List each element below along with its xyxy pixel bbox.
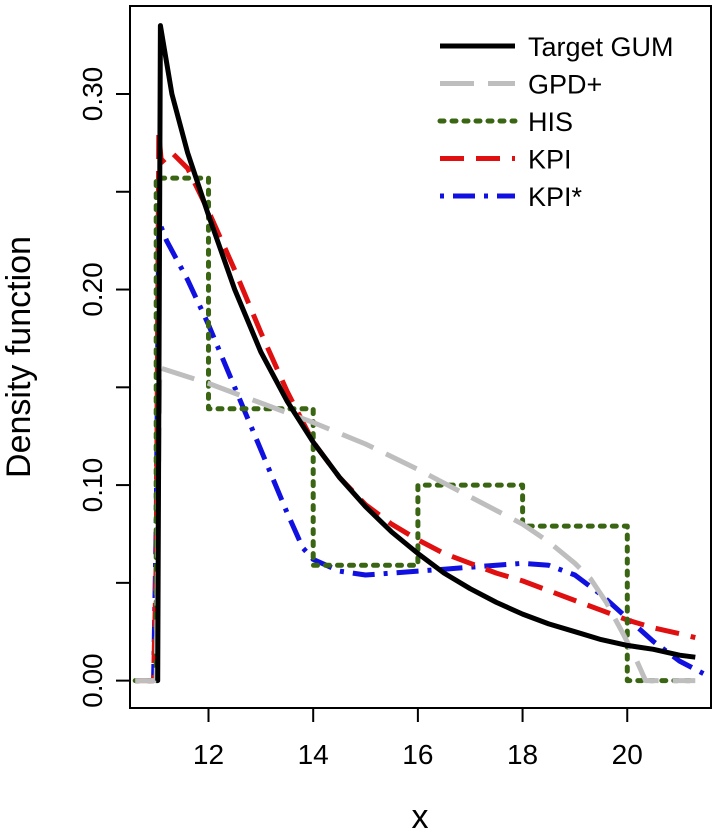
series-line-his — [132, 175, 698, 684]
legend-label: HIS — [528, 107, 573, 137]
y-tick-label: 0.00 — [77, 653, 108, 708]
series-line-target-gum — [155, 23, 696, 684]
x-tick-label: 16 — [402, 739, 433, 770]
x-tick-label: 12 — [193, 739, 224, 770]
x-axis: 12 14 16 18 20 — [193, 707, 643, 770]
legend-label: Target GUM — [528, 32, 674, 62]
legend-label: GPD+ — [528, 70, 602, 100]
legend-label: KPI* — [528, 182, 583, 212]
y-axis: 0.00 0.10 0.20 0.30 — [77, 67, 131, 708]
series-layer — [132, 23, 707, 684]
series-line-kpi — [135, 218, 707, 684]
x-axis-title: x — [412, 798, 429, 836]
x-tick-label: 14 — [298, 739, 329, 770]
series-line-gpd — [135, 365, 696, 684]
y-tick-label: 0.30 — [77, 67, 108, 122]
x-tick-label: 20 — [612, 739, 643, 770]
y-axis-title: Density function — [0, 236, 38, 478]
x-tick-label: 18 — [507, 739, 538, 770]
y-tick-label: 0.10 — [77, 458, 108, 513]
legend: Target GUM GPD+ HIS KPI KPI* — [437, 32, 674, 212]
y-tick-label: 0.20 — [77, 262, 108, 317]
legend-label: KPI — [528, 145, 572, 175]
plot-frame — [129, 5, 712, 709]
